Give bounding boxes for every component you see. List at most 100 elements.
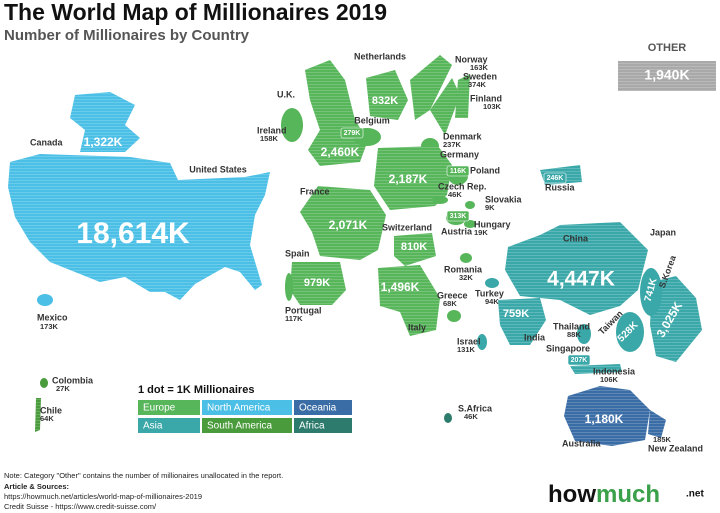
country-name: Portugal [285,305,322,315]
value-box [446,165,470,177]
country-value: 2,071K [329,218,368,232]
dot-texture [70,92,140,152]
country-value: 116K [450,168,466,175]
dot-texture [410,55,452,120]
country-name: Norway [455,54,488,64]
legend-label: Oceania [299,403,337,414]
legend-swatch [138,400,200,415]
value-box [446,210,470,222]
country-value: 832K [372,95,398,107]
country-value: 27K [56,384,70,393]
country-name: Indonesia [593,366,636,376]
dot-texture [498,298,546,345]
source: Credit Suisse - https://www.credit-suiss… [4,502,157,511]
legend-label: Europe [143,403,176,414]
country-value: 103K [483,102,502,111]
legend-label: Africa [299,421,325,432]
country-name: Italy [408,322,426,332]
country-name: Romania [444,264,483,274]
country-shape [281,108,303,142]
dot-texture [430,78,460,135]
country-value: 2,460K [321,145,360,159]
country-name: Slovakia [485,194,523,204]
note: Note: Category "Other" contains the numb… [4,471,283,480]
country-shape [616,312,644,352]
country-name: United States [189,164,247,174]
logo: howmuch [548,481,660,508]
country-shape [447,310,461,322]
country-value: 64K [40,414,54,423]
country-value: 9K [485,203,495,212]
logo-tld: .net [686,489,704,500]
dot-texture [505,222,648,315]
dot-texture [305,60,368,166]
dot-texture [374,146,452,210]
country-value: 106K [600,375,619,384]
country-value: 131K [457,345,476,354]
country-value: 173K [40,322,59,331]
other-box-texture [618,61,716,91]
country-value: 374K [468,80,487,89]
country-value: 979K [304,277,330,289]
country-name: Russia [545,182,576,192]
country-value: 1,496K [381,280,420,294]
country-value: 117K [285,314,303,323]
dot-texture [366,70,408,120]
country-shape [577,324,591,344]
country-name: India [524,332,546,342]
country-value: 46K [464,412,478,421]
dot-texture [300,186,386,260]
country-name: Ireland [257,125,287,135]
country-name: Canada [30,137,64,147]
country-value: 88K [567,330,581,339]
country-value: 4,447K [547,268,615,291]
country-name: S.Africa [458,403,493,413]
country-value: 32K [459,273,473,282]
country-shape [460,253,472,263]
country-value: 759K [503,308,529,320]
country-name: Belgium [354,115,390,125]
legend-swatch [202,400,292,415]
country-shapes [8,55,702,446]
legend-swatch [138,418,200,433]
logo-part: how [548,481,596,508]
country-name: Israel [457,336,481,346]
logo-part: much [596,481,660,508]
country-shape [444,413,452,423]
country-name: Spain [285,248,310,258]
dot-texture [455,74,470,118]
country-name: Japan [650,227,676,237]
dot-texture [394,233,436,266]
country-name: Sweden [463,71,497,81]
country-value: 163K [470,63,489,72]
country-value: 810K [401,241,427,253]
country-name: Singapore [546,343,590,353]
country-shape [40,378,48,388]
country-name: Denmark [443,131,483,141]
value-box [567,354,591,366]
country-name: Czech Rep. [438,181,487,191]
dot-texture [648,410,666,438]
country-value: 94K [485,297,499,306]
dot-texture [290,262,346,305]
legend-title: 1 dot = 1K Millionaires [138,384,254,396]
value-box [543,172,567,184]
country-name: Netherlands [354,51,406,61]
country-name: Australia [562,438,602,448]
source: https://howmuch.net/articles/world-map-o… [4,492,202,501]
country-name: Switzerland [382,222,432,232]
country-name: Mexico [37,312,68,322]
country-value: 19K [474,228,488,237]
country-name: Colombia [52,375,94,385]
country-value: 207K [571,357,588,364]
country-name: Hungary [474,219,511,229]
country-value: 18,614K [76,217,190,250]
country-value: 1,322K [84,135,123,149]
country-value: 158K [260,134,279,143]
other-value: 1,940K [644,67,689,83]
dot-texture [570,364,622,374]
country-name: France [300,186,330,196]
legend-swatch [294,400,352,415]
